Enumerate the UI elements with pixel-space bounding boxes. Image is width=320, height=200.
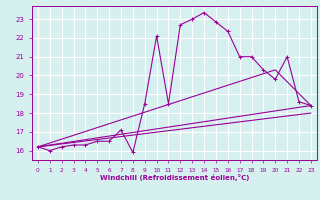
X-axis label: Windchill (Refroidissement éolien,°C): Windchill (Refroidissement éolien,°C): [100, 174, 249, 181]
